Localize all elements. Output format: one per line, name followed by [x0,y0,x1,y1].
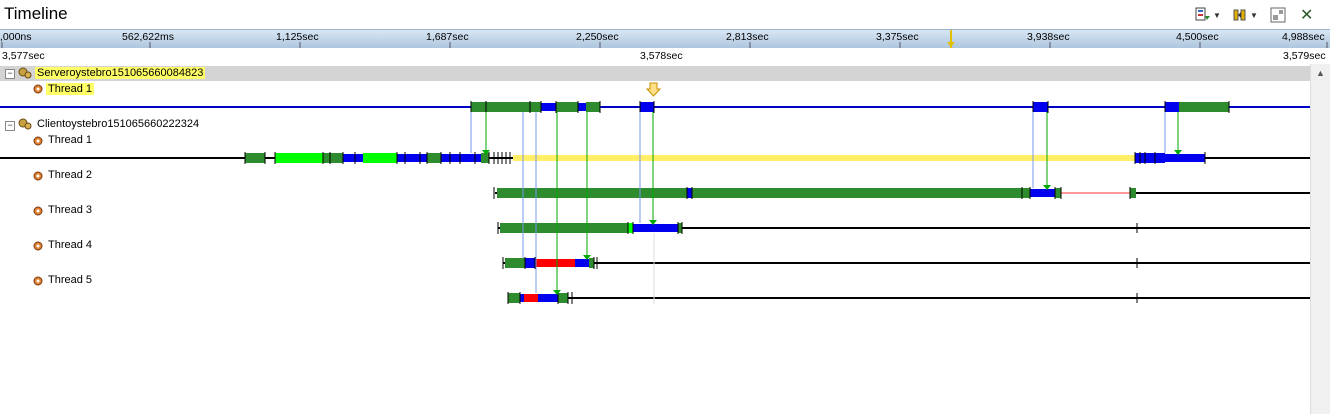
ruler-tick-label: 3,375sec [876,31,919,43]
process-gear-icon [18,67,32,79]
ruler-tick-label: 562,622ms [122,31,174,43]
close-button[interactable]: ✕ [1300,6,1313,24]
client-thread-2-label[interactable]: Thread 2 [48,169,93,181]
thread-gear-icon [33,276,43,286]
scroll-up-icon[interactable]: ▲ [1316,68,1325,78]
client-thread-1-events[interactable] [244,152,1206,164]
client-process-label[interactable]: Clientoystebro151065660222324 [37,118,200,130]
chevron-down-icon: ▼ [1213,10,1221,20]
client-thread-5-label[interactable]: Thread 5 [48,274,93,286]
ruler-tick-label: 1,125sec [276,31,319,43]
close-icon: ✕ [1300,7,1314,24]
client-thread-4-events[interactable] [502,257,1138,269]
server-thread-1-label[interactable]: Thread 1 [46,83,95,95]
client-thread-2-events[interactable] [493,187,1136,199]
zoom-right-label: 3,579sec [1283,50,1326,62]
thread-gear-icon [33,206,43,216]
panel-title: Timeline [4,4,68,23]
layout-icon [1270,7,1286,23]
ruler-ticks [1,30,1328,48]
filter-button[interactable]: ▼ [1232,6,1258,24]
ruler-tick-label: ,000ns [0,31,32,43]
zoom-left-label: 3,577sec [2,50,45,62]
ruler-tick-label: 4,988sec [1282,31,1325,43]
server-process-label[interactable]: Serveroystebro151065660084823 [35,67,206,79]
client-thread-5-events[interactable] [507,292,1138,304]
time-ruler[interactable]: ,000ns 562,622ms 1,125sec 1,687sec 2,250… [0,29,1330,49]
process-gear-icon [18,118,32,130]
ruler-tick-label: 1,687sec [426,31,469,43]
filter-icon [1233,9,1246,21]
layout-button[interactable] [1270,6,1286,24]
vertical-scrollbar[interactable]: ▲ [1310,64,1330,414]
zoom-center-label: 3,578sec [640,50,683,62]
zoom-ruler: 3,577sec 3,578sec 3,579sec [0,48,1330,64]
client-thread-3-label[interactable]: Thread 3 [48,204,93,216]
export-icon [1195,7,1210,21]
server-thread-1-events[interactable] [470,101,1230,113]
thread-gear-icon [33,136,43,146]
client-thread-4-label[interactable]: Thread 4 [48,239,93,251]
client-thread-1-label[interactable]: Thread 1 [48,134,93,146]
thread-gear-icon [33,171,43,181]
ruler-tick-label: 2,250sec [576,31,619,43]
ruler-tick-label: 2,813sec [726,31,769,43]
collapse-client-toggle[interactable]: − [5,121,15,131]
server-row-highlight [0,66,1310,81]
thread-gear-icon [33,84,43,94]
thread-gear-icon [33,241,43,251]
chevron-down-icon: ▼ [1250,10,1258,20]
message-links [470,112,1182,304]
export-button[interactable]: ▼ [1195,6,1221,24]
current-event-marker-icon[interactable] [645,82,662,97]
collapse-server-toggle[interactable]: − [5,69,15,79]
client-thread-3-events[interactable] [497,222,1138,234]
timeline-canvas[interactable] [0,64,1310,414]
timeline-header: Timeline ▼ ▼ ✕ [0,0,1330,29]
ruler-tick-label: 3,938sec [1027,31,1070,43]
ruler-tick-label: 4,500sec [1176,31,1219,43]
